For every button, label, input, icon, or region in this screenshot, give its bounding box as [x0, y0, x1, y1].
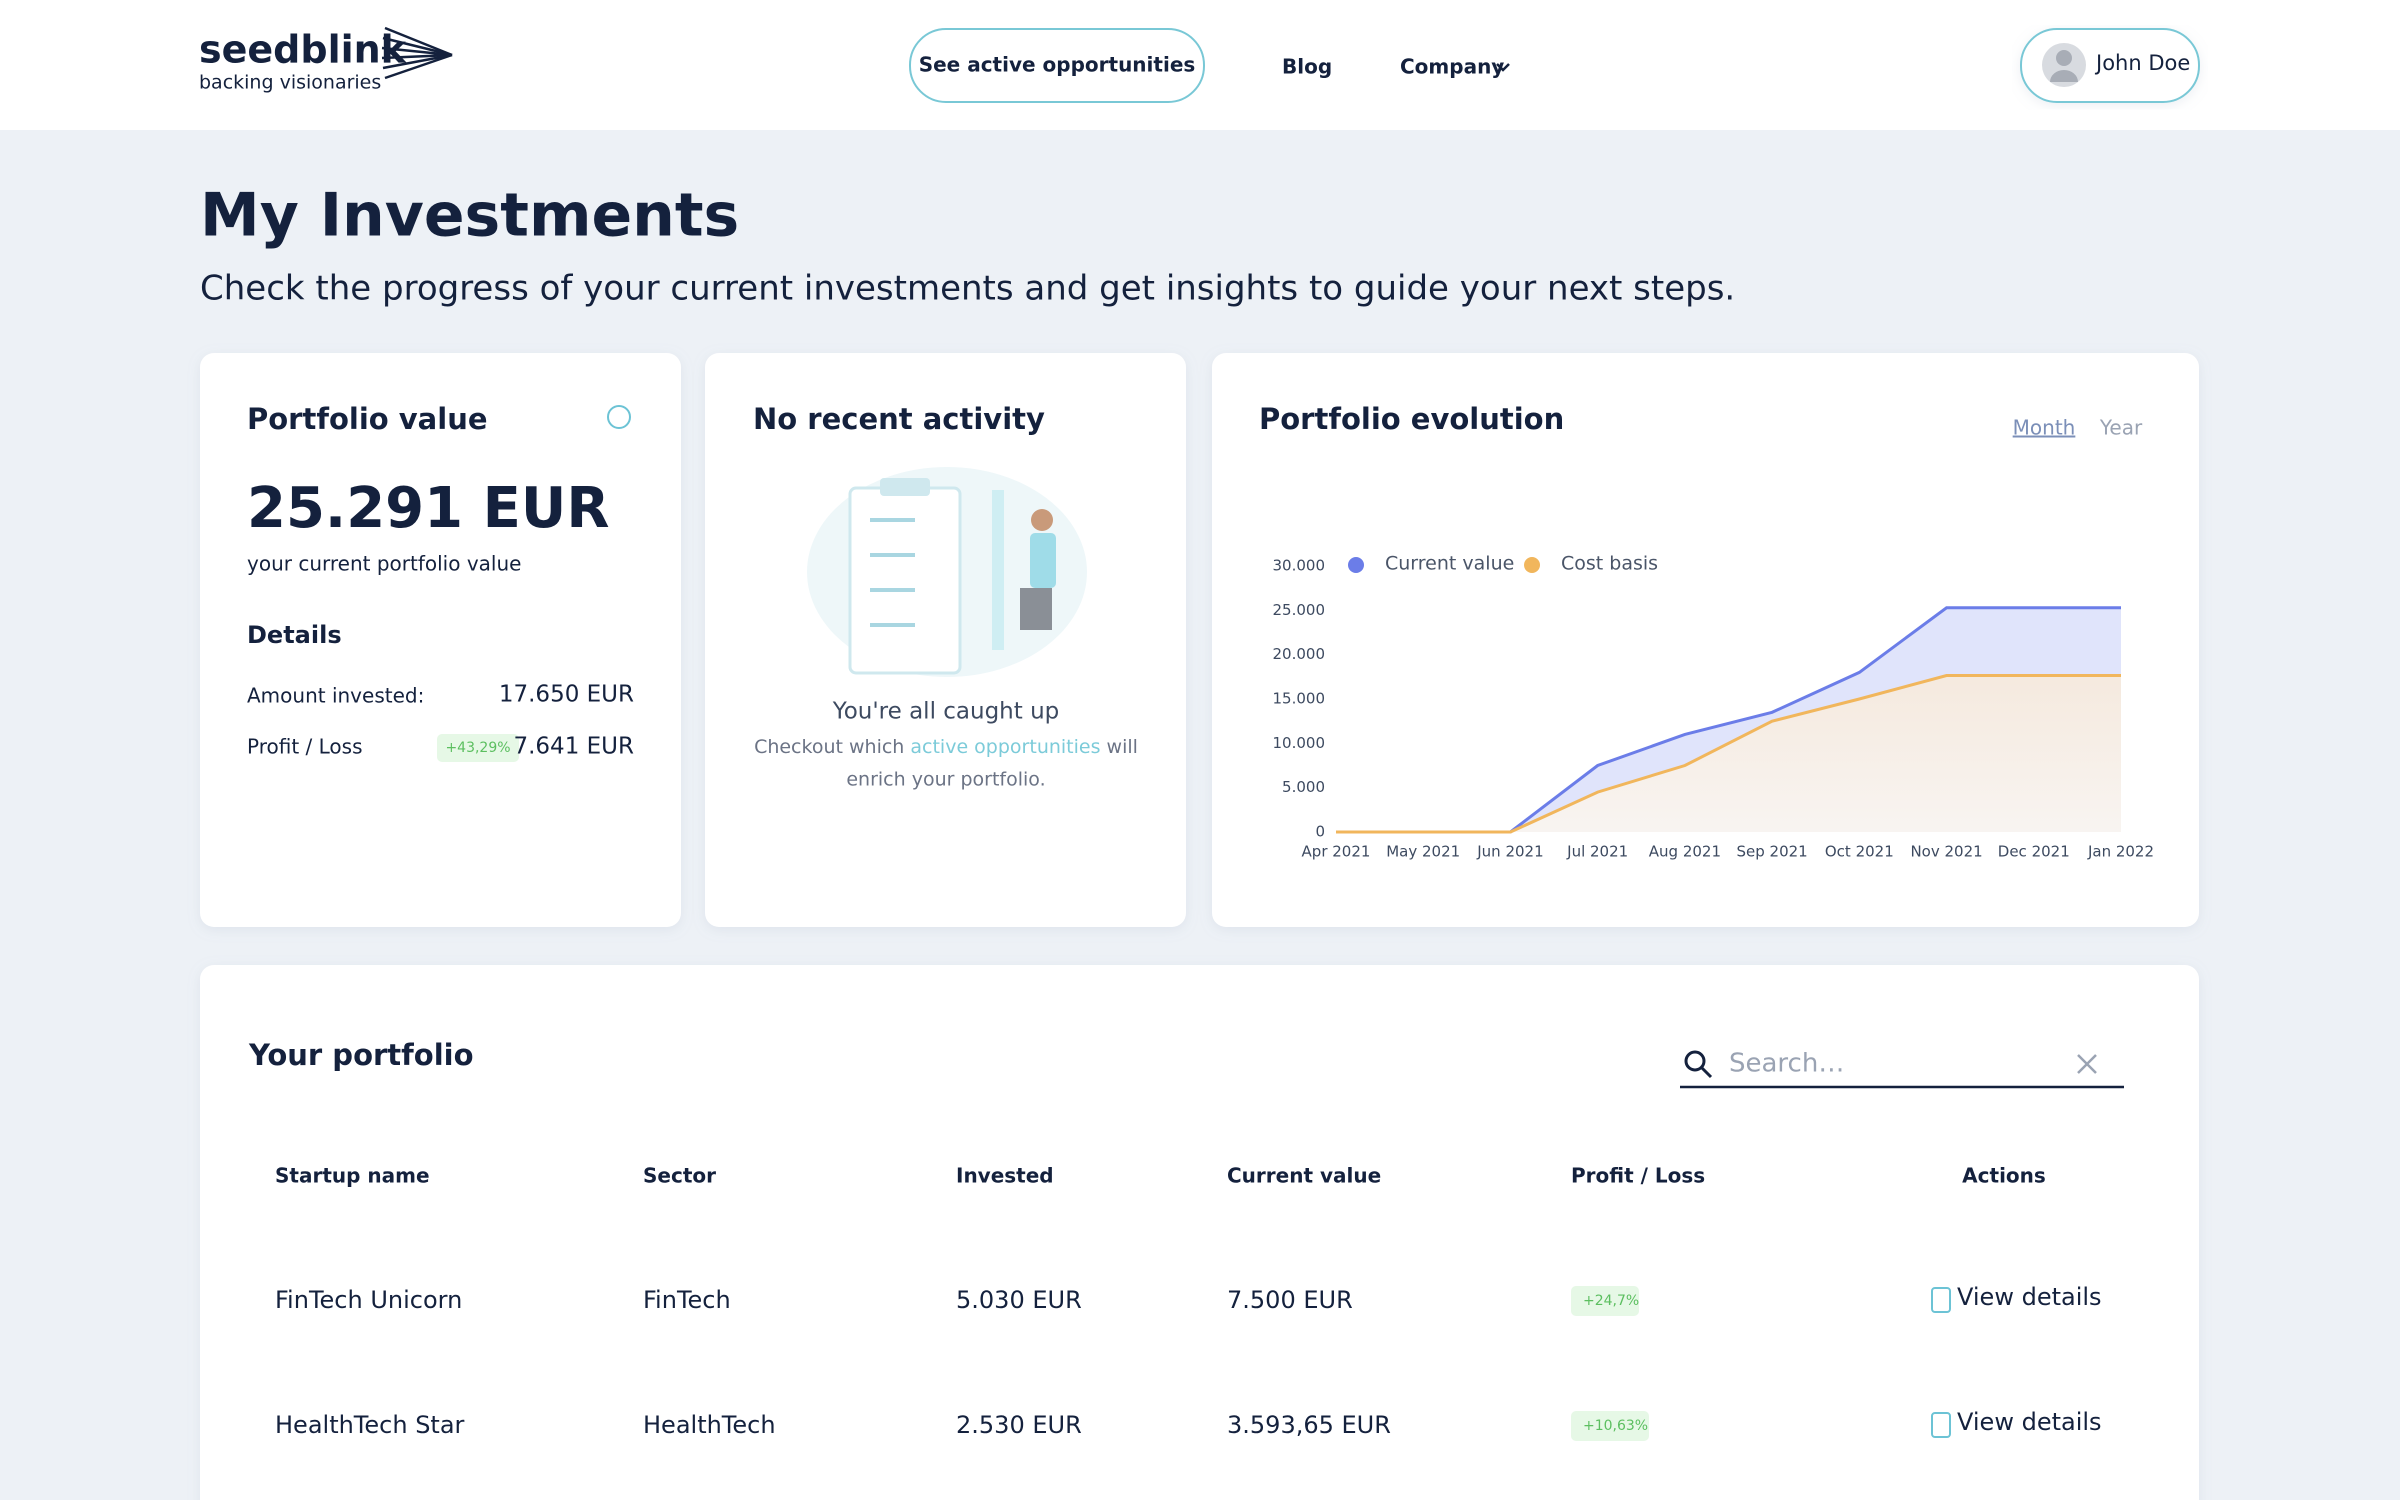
legend-label: Current value: [1385, 553, 1514, 575]
details-icon: [1931, 1412, 1951, 1438]
avatar-head: [2056, 50, 2072, 66]
detail-value: 17.650 EUR: [499, 682, 634, 708]
y-tick-label: 20.000: [1273, 645, 1326, 663]
text: Checkout which: [754, 736, 904, 758]
portfolio-table: Startup name Sector Invested Current value P…: [275, 1164, 2102, 1441]
y-tick-label: 0: [1315, 823, 1325, 841]
table-cell: FinTech Unicorn: [275, 1286, 462, 1314]
portfolio-value: 25.291 EUR: [247, 476, 609, 541]
table-cell: 5.030 EUR: [956, 1286, 1082, 1314]
column-header: Invested: [956, 1164, 1054, 1188]
y-tick-label: 30.000: [1273, 557, 1326, 575]
y-tick-label: 5.000: [1282, 778, 1325, 796]
profit-badge-text: +10,63%: [1583, 1418, 1648, 1434]
section-title: Your portfolio: [248, 1038, 474, 1072]
user-name[interactable]: John Doe: [2094, 51, 2190, 75]
portfolio-card: [200, 965, 2199, 1500]
column-header: Startup name: [275, 1164, 430, 1188]
card-title: No recent activity: [753, 402, 1045, 436]
dropdown-icon: [1496, 63, 1510, 72]
table-cell: FinTech: [643, 1286, 731, 1314]
details-title: Details: [247, 621, 342, 649]
x-tick-label: May 2021: [1386, 843, 1460, 861]
logo[interactable]: seedblink backing visionaries: [199, 26, 453, 94]
toggle-month[interactable]: Month: [2013, 416, 2076, 440]
chart: 0 5.000 10.000 15.000 20.000 25.000 30.000 Apr …: [1273, 553, 2155, 861]
profit-badge: [1571, 1411, 1649, 1441]
page-title: My Investments: [200, 181, 739, 251]
detail-label: Amount invested:: [247, 684, 424, 708]
info-icon[interactable]: [607, 405, 631, 429]
view-details[interactable]: View details: [1957, 1283, 2102, 1311]
activity-text: enrich your portfolio.: [846, 769, 1045, 791]
search-icon: [1700, 1066, 1713, 1079]
profit-badge-text: +24,7%: [1583, 1293, 1639, 1309]
page-subtitle: Check the progress of your current inves…: [200, 269, 1735, 309]
column-header: Current value: [1227, 1164, 1381, 1188]
y-tick-label: 15.000: [1273, 690, 1326, 708]
y-tick-label: 10.000: [1273, 734, 1326, 752]
x-tick-label: Jun 2021: [1476, 843, 1543, 861]
illustration: [807, 467, 1087, 677]
y-tick-label: 25.000: [1273, 601, 1326, 619]
detail-label: Profit / Loss: [247, 735, 363, 759]
logo-text[interactable]: seedblink: [199, 28, 407, 72]
x-tick-label: Aug 2021: [1649, 843, 1721, 861]
profit-badge-text: +43,29%: [445, 740, 510, 756]
nav-link[interactable]: Blog: [1282, 55, 1332, 79]
logo-tagline: backing visionaries: [199, 72, 381, 94]
activity-heading: You're all caught up: [832, 699, 1060, 725]
search-input[interactable]: Search…: [1729, 1049, 1844, 1079]
table-cell: 7.500 EUR: [1227, 1286, 1353, 1314]
activity-text: Checkout which active opportunities will: [754, 736, 1138, 758]
profit-badge: [1571, 1286, 1639, 1316]
x-tick-label: Sep 2021: [1737, 843, 1808, 861]
search-icon: [1684, 1050, 1706, 1072]
area: [1336, 675, 2121, 832]
avatar-body: [2050, 70, 2078, 82]
column-header: Actions: [1962, 1164, 2046, 1188]
toggle-year[interactable]: Year: [2099, 416, 2143, 440]
x-tick-label: Jan 2022: [2087, 843, 2154, 861]
chart-title: Portfolio evolution: [1259, 402, 1564, 436]
column-header: Sector: [643, 1164, 716, 1188]
x-tick-label: Jul 2021: [1566, 843, 1628, 861]
clear-search[interactable]: [2077, 1054, 2097, 1074]
details-icon: [1931, 1287, 1951, 1313]
x-tick-label: Nov 2021: [1910, 843, 1982, 861]
nav-link[interactable]: Company: [1400, 55, 1504, 79]
portfolio-value-card: [200, 353, 681, 927]
table-cell: HealthTech: [643, 1411, 776, 1439]
text: will: [1107, 736, 1138, 758]
x-tick-label: Dec 2021: [1998, 843, 2070, 861]
cta-label[interactable]: See active opportunities: [919, 53, 1196, 77]
line: [1336, 674, 2121, 834]
portfolio-caption: your current portfolio value: [247, 552, 521, 576]
logo-mark: [381, 26, 453, 80]
table-cell: HealthTech Star: [275, 1411, 465, 1439]
table-cell: 3.593,65 EUR: [1227, 1411, 1391, 1439]
profit-badge: [437, 734, 519, 762]
table-cell: 2.530 EUR: [956, 1411, 1082, 1439]
legend-label: Cost basis: [1561, 553, 1658, 575]
legend-marker: [1524, 557, 1540, 573]
link[interactable]: active opportunities: [910, 736, 1100, 758]
x-tick-label: Oct 2021: [1825, 843, 1894, 861]
view-details[interactable]: View details: [1957, 1408, 2102, 1436]
column-header: Profit / Loss: [1571, 1164, 1705, 1188]
x-tick-label: Apr 2021: [1302, 843, 1371, 861]
card-title: Portfolio value: [247, 402, 488, 436]
legend-marker: [1348, 557, 1364, 573]
detail-value: 7.641 EUR: [513, 734, 634, 760]
cta-button[interactable]: [909, 28, 1205, 103]
